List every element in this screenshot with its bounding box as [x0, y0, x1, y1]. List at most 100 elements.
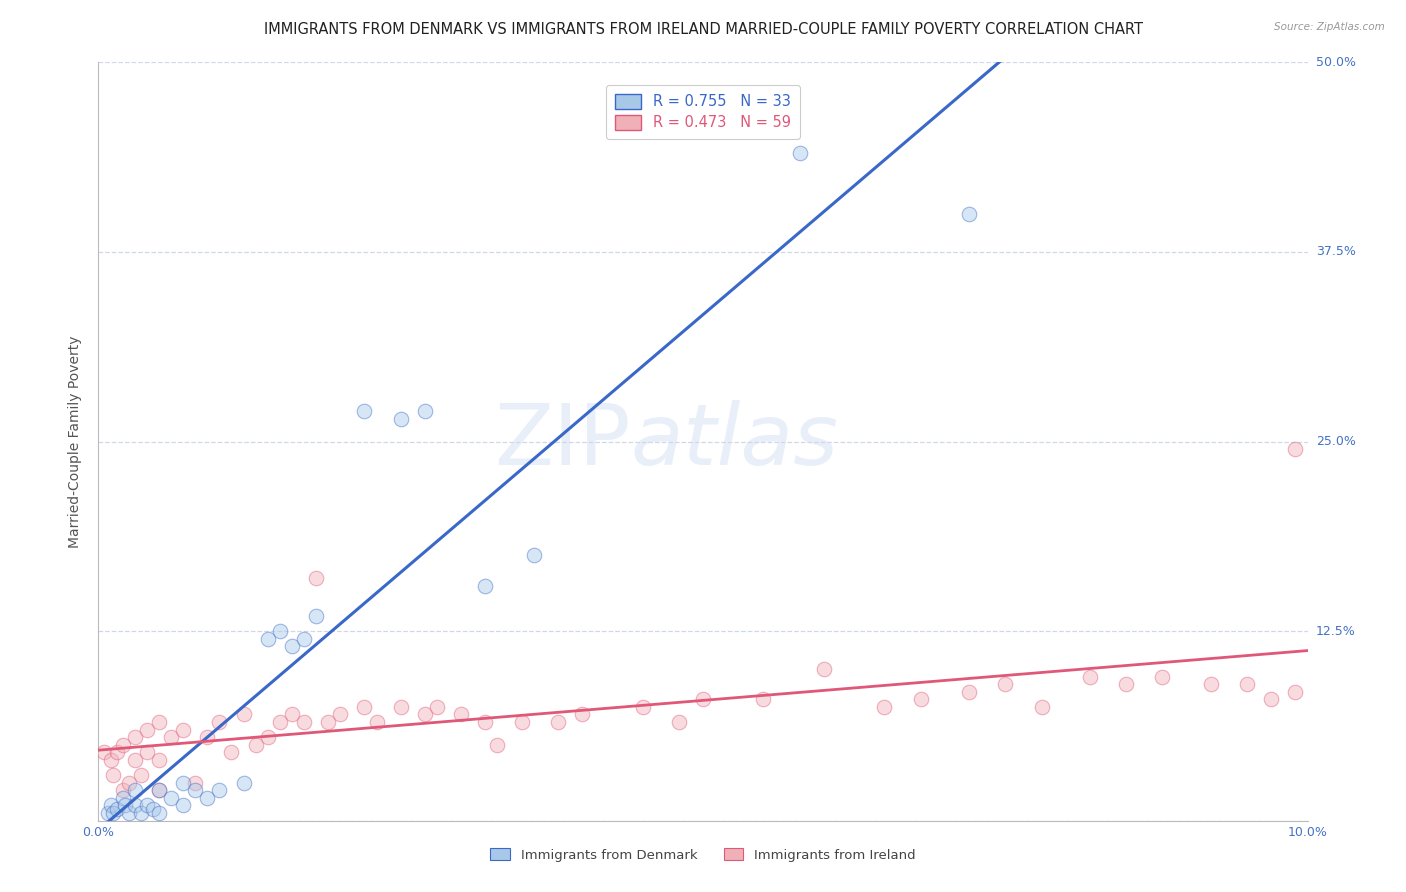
- Point: [1152, 669, 1174, 683]
- Point: [232, 776, 254, 790]
- Point: [329, 707, 352, 722]
- Point: [389, 699, 412, 714]
- Point: [1236, 677, 1258, 691]
- Text: 12.5%: 12.5%: [1316, 624, 1355, 638]
- Point: [789, 146, 811, 161]
- Point: [172, 723, 194, 737]
- Point: [124, 798, 146, 813]
- Point: [111, 791, 134, 805]
- Point: [184, 783, 207, 797]
- Point: [118, 776, 141, 790]
- Point: [994, 677, 1017, 691]
- Point: [305, 608, 328, 623]
- Point: [510, 715, 533, 730]
- Point: [752, 692, 775, 706]
- Point: [195, 791, 218, 805]
- Text: ZIP: ZIP: [494, 400, 630, 483]
- Text: Source: ZipAtlas.com: Source: ZipAtlas.com: [1274, 22, 1385, 32]
- Point: [353, 699, 375, 714]
- Point: [101, 806, 124, 821]
- Point: [668, 715, 690, 730]
- Point: [631, 699, 654, 714]
- Point: [184, 776, 207, 790]
- Point: [269, 715, 291, 730]
- Point: [208, 783, 231, 797]
- Point: [93, 746, 115, 760]
- Point: [208, 715, 231, 730]
- Text: IMMIGRANTS FROM DENMARK VS IMMIGRANTS FROM IRELAND MARRIED-COUPLE FAMILY POVERTY: IMMIGRANTS FROM DENMARK VS IMMIGRANTS FR…: [263, 22, 1143, 37]
- Point: [1260, 692, 1282, 706]
- Point: [118, 806, 141, 821]
- Point: [148, 806, 170, 821]
- Point: [813, 662, 835, 676]
- Point: [269, 624, 291, 639]
- Point: [389, 412, 412, 426]
- Text: atlas: atlas: [630, 400, 838, 483]
- Point: [100, 753, 122, 767]
- Point: [142, 801, 165, 815]
- Point: [450, 707, 472, 722]
- Point: [124, 730, 146, 744]
- Point: [256, 730, 278, 744]
- Point: [256, 632, 278, 646]
- Legend: Immigrants from Denmark, Immigrants from Ireland: Immigrants from Denmark, Immigrants from…: [485, 843, 921, 867]
- Point: [148, 753, 170, 767]
- Point: [111, 783, 134, 797]
- Point: [413, 707, 436, 722]
- Point: [426, 699, 449, 714]
- Point: [195, 730, 218, 744]
- Point: [523, 548, 546, 563]
- Point: [111, 738, 134, 752]
- Point: [105, 746, 128, 760]
- Point: [148, 783, 170, 797]
- Point: [114, 798, 136, 813]
- Point: [474, 579, 496, 593]
- Point: [148, 715, 170, 730]
- Point: [135, 798, 157, 813]
- Text: 50.0%: 50.0%: [1316, 56, 1355, 69]
- Point: [413, 404, 436, 418]
- Point: [910, 692, 932, 706]
- Point: [1031, 699, 1053, 714]
- Point: [135, 746, 157, 760]
- Point: [305, 571, 328, 585]
- Text: 25.0%: 25.0%: [1316, 435, 1355, 448]
- Point: [97, 806, 120, 821]
- Text: 37.5%: 37.5%: [1316, 245, 1355, 259]
- Point: [486, 738, 509, 752]
- Point: [160, 730, 183, 744]
- Point: [292, 715, 315, 730]
- Point: [124, 783, 146, 797]
- Point: [957, 207, 980, 221]
- Point: [692, 692, 714, 706]
- Point: [221, 746, 243, 760]
- Point: [172, 776, 194, 790]
- Point: [124, 753, 146, 767]
- Point: [547, 715, 569, 730]
- Point: [129, 806, 152, 821]
- Point: [160, 791, 183, 805]
- Point: [316, 715, 339, 730]
- Y-axis label: Married-Couple Family Poverty: Married-Couple Family Poverty: [69, 335, 83, 548]
- Point: [1078, 669, 1101, 683]
- Point: [366, 715, 388, 730]
- Point: [353, 404, 375, 418]
- Point: [474, 715, 496, 730]
- Point: [172, 798, 194, 813]
- Point: [100, 798, 122, 813]
- Point: [232, 707, 254, 722]
- Point: [281, 707, 304, 722]
- Point: [957, 685, 980, 699]
- Point: [105, 801, 128, 815]
- Point: [101, 768, 124, 782]
- Point: [245, 738, 267, 752]
- Point: [135, 723, 157, 737]
- Point: [571, 707, 593, 722]
- Point: [148, 783, 170, 797]
- Point: [1115, 677, 1137, 691]
- Point: [873, 699, 896, 714]
- Point: [292, 632, 315, 646]
- Point: [281, 639, 304, 653]
- Point: [1284, 442, 1306, 457]
- Point: [1284, 685, 1306, 699]
